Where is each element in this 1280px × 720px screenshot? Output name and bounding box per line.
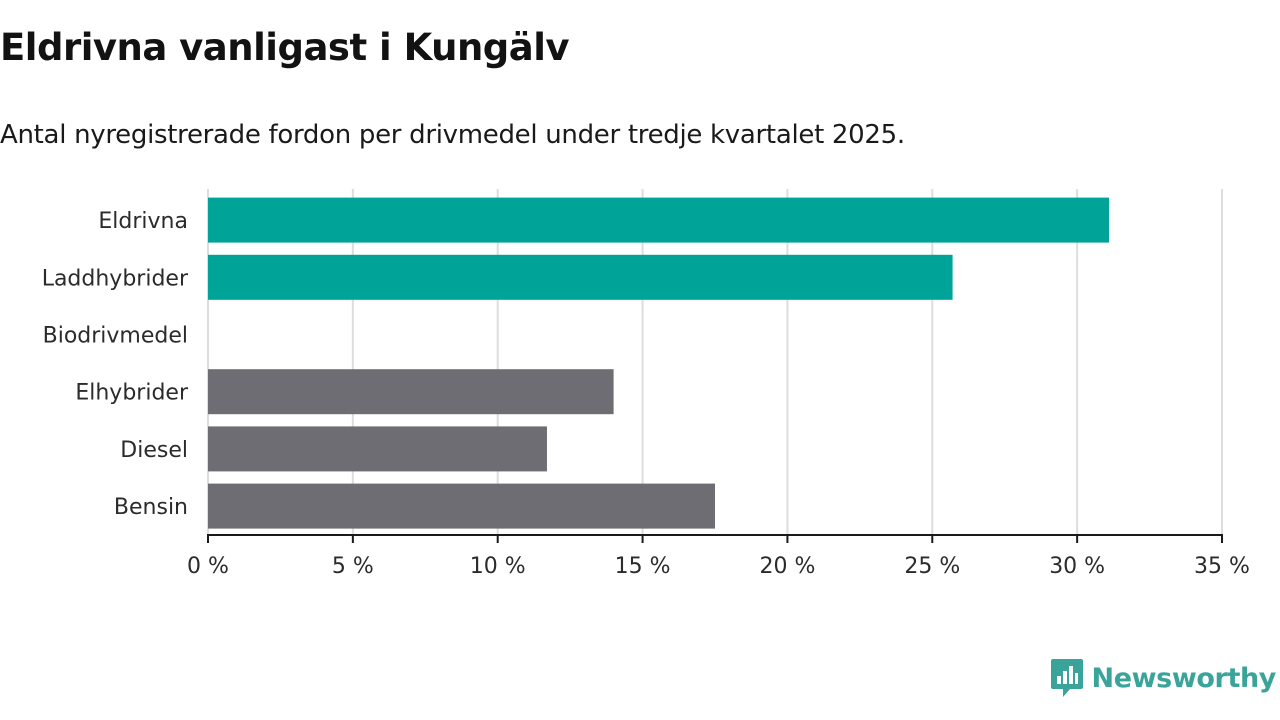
x-axis: 0 % 5 % 10 % 15 % 20 % 25 % 30 % 35 % — [187, 534, 1250, 579]
category-label-bensin: Bensin — [114, 495, 188, 520]
category-label-laddhybrider: Laddhybrider — [42, 266, 189, 291]
x-tick-label-0: 0 % — [187, 554, 229, 579]
x-tick-label-20: 20 % — [759, 554, 815, 579]
x-tick-label-5: 5 % — [332, 554, 374, 579]
category-labels: Eldrivna Laddhybrider Biodrivmedel Elhybrid… — [42, 209, 189, 520]
x-tick-label-25: 25 % — [904, 554, 960, 579]
bars — [208, 197, 1110, 529]
newsworthy-logo-icon — [1050, 659, 1083, 697]
newsworthy-logo[interactable]: Newsworthy — [1050, 658, 1276, 698]
newsworthy-logo-text: Newsworthy — [1091, 662, 1277, 694]
chart-subtitle: Antal nyregistrerade fordon per drivmede… — [0, 120, 905, 150]
category-label-biodrivmedel: Biodrivmedel — [43, 324, 188, 349]
gridlines — [207, 189, 1223, 535]
bar-eldrivna — [208, 197, 1110, 243]
chart-title: Eldrivna vanligast i Kungälv — [0, 26, 570, 69]
category-label-elhybrider: Elhybrider — [75, 381, 189, 406]
x-tick-label-30: 30 % — [1049, 554, 1105, 579]
x-tick-label-15: 15 % — [615, 554, 671, 579]
x-tick-label-35: 35 % — [1194, 554, 1250, 579]
category-label-eldrivna: Eldrivna — [98, 209, 188, 234]
bar-laddhybrider — [208, 254, 953, 300]
category-label-diesel: Diesel — [120, 438, 188, 463]
bar-bensin — [208, 483, 715, 529]
bar-diesel — [208, 426, 547, 472]
x-tick-label-10: 10 % — [470, 554, 526, 579]
bar-elhybrider — [208, 369, 614, 415]
